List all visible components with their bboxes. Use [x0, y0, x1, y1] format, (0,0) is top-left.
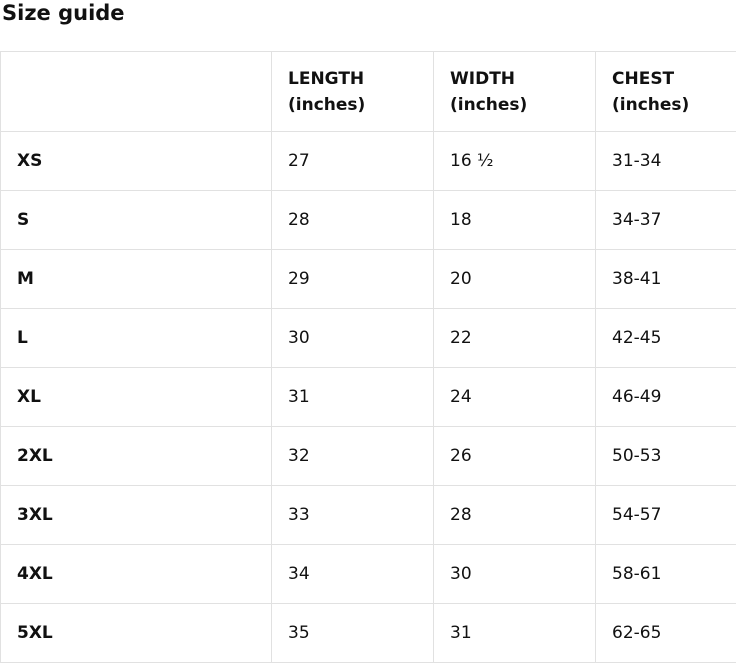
chest-cell: 31-34 [595, 131, 736, 191]
table-row: XL 31 24 46-49 [0, 367, 736, 427]
chest-cell: 42-45 [595, 308, 736, 368]
width-cell: 20 [433, 249, 596, 309]
size-label-cell: S [0, 190, 272, 250]
width-cell: 22 [433, 308, 596, 368]
chest-cell: 62-65 [595, 603, 736, 663]
column-header-length: LENGTH (inches) [271, 51, 434, 132]
width-cell: 18 [433, 190, 596, 250]
size-label-cell: 3XL [0, 485, 272, 545]
table-row: 3XL 33 28 54-57 [0, 485, 736, 545]
chest-cell: 58-61 [595, 544, 736, 604]
size-label-cell: XS [0, 131, 272, 191]
table-row: XS 27 16 ½ 31-34 [0, 131, 736, 191]
size-guide-table: LENGTH (inches) WIDTH (inches) CHEST (in… [0, 51, 736, 663]
length-cell: 33 [271, 485, 434, 545]
width-cell: 30 [433, 544, 596, 604]
size-guide-table-container: LENGTH (inches) WIDTH (inches) CHEST (in… [0, 51, 736, 663]
chest-cell: 54-57 [595, 485, 736, 545]
size-label-cell: L [0, 308, 272, 368]
header-row: LENGTH (inches) WIDTH (inches) CHEST (in… [0, 51, 736, 132]
size-label-cell: 2XL [0, 426, 272, 486]
width-cell: 31 [433, 603, 596, 663]
length-cell: 32 [271, 426, 434, 486]
chest-cell: 50-53 [595, 426, 736, 486]
size-label-cell: XL [0, 367, 272, 427]
width-cell: 26 [433, 426, 596, 486]
size-label-cell: 4XL [0, 544, 272, 604]
table-row: L 30 22 42-45 [0, 308, 736, 368]
length-cell: 34 [271, 544, 434, 604]
table-row: 5XL 35 31 62-65 [0, 603, 736, 663]
width-cell: 24 [433, 367, 596, 427]
chest-cell: 46-49 [595, 367, 736, 427]
column-header-width: WIDTH (inches) [433, 51, 596, 132]
column-header-size [0, 51, 272, 132]
length-cell: 28 [271, 190, 434, 250]
chest-cell: 38-41 [595, 249, 736, 309]
table-row: 2XL 32 26 50-53 [0, 426, 736, 486]
chest-cell: 34-37 [595, 190, 736, 250]
column-header-chest: CHEST (inches) [595, 51, 736, 132]
table-row: 4XL 34 30 58-61 [0, 544, 736, 604]
length-cell: 27 [271, 131, 434, 191]
width-cell: 28 [433, 485, 596, 545]
length-cell: 31 [271, 367, 434, 427]
width-cell: 16 ½ [433, 131, 596, 191]
length-cell: 35 [271, 603, 434, 663]
length-cell: 29 [271, 249, 434, 309]
table-row: M 29 20 38-41 [0, 249, 736, 309]
page-title: Size guide [2, 1, 125, 25]
size-label-cell: 5XL [0, 603, 272, 663]
length-cell: 30 [271, 308, 434, 368]
table-row: S 28 18 34-37 [0, 190, 736, 250]
size-label-cell: M [0, 249, 272, 309]
